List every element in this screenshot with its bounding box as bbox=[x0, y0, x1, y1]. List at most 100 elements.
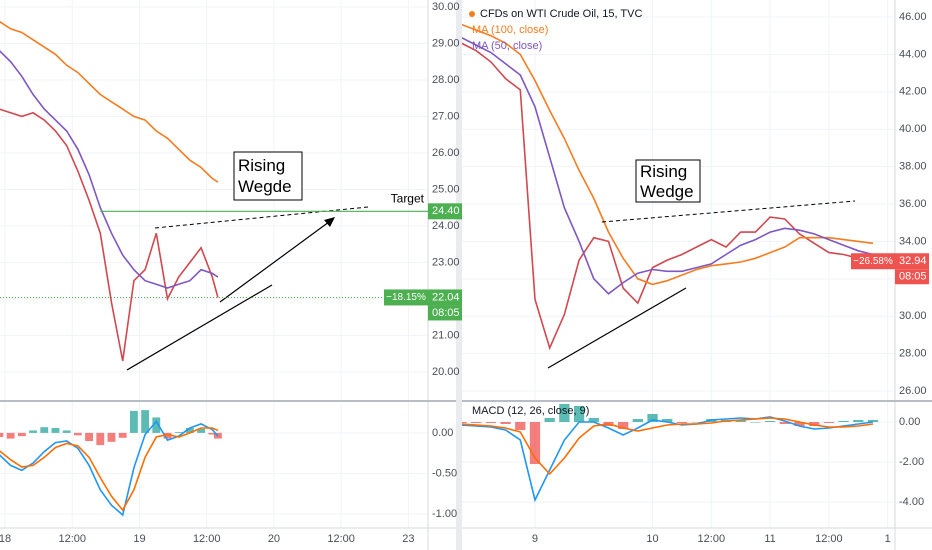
arrow-head bbox=[324, 217, 335, 227]
series-line bbox=[462, 417, 874, 476]
histogram-bar bbox=[500, 422, 511, 424]
histogram-bar bbox=[0, 432, 4, 437]
histogram-bar bbox=[6, 432, 15, 439]
histogram-bar bbox=[867, 420, 879, 422]
y-tick-label: 30.00 bbox=[899, 310, 927, 322]
x-tick-label: 10 bbox=[646, 533, 658, 545]
x-tick-label: 11 bbox=[764, 533, 775, 545]
histogram-bar bbox=[107, 432, 116, 442]
countdown-tag bbox=[895, 269, 929, 285]
histogram-bar bbox=[544, 418, 555, 422]
series-line bbox=[0, 108, 219, 362]
histogram-bar bbox=[152, 417, 161, 433]
histogram-bar bbox=[676, 422, 688, 423]
right-price-pane bbox=[462, 23, 874, 351]
histogram-bar bbox=[118, 432, 127, 438]
y-tick-label: -4.00 bbox=[899, 496, 924, 508]
series-line bbox=[462, 36, 874, 295]
y-tick-label: 26.00 bbox=[899, 385, 927, 397]
macd-title: MACD (12, 26, close, 9) bbox=[472, 405, 589, 417]
histogram-bar bbox=[779, 422, 790, 424]
target-label: Target bbox=[391, 191, 425, 205]
trend-line bbox=[126, 284, 273, 371]
histogram-bar bbox=[96, 432, 105, 446]
y-tick-label: 30.00 bbox=[432, 1, 460, 13]
last-price-tag bbox=[895, 253, 929, 270]
histogram-bar bbox=[485, 422, 497, 423]
histogram-bar bbox=[208, 432, 217, 435]
y-tick-label: 38.00 bbox=[899, 161, 927, 173]
histogram-bar bbox=[809, 422, 820, 426]
y-tick-label: 26.00 bbox=[432, 147, 460, 159]
histogram-bar bbox=[529, 422, 541, 464]
y-tick-label: 40.00 bbox=[899, 123, 927, 135]
trend-line bbox=[547, 287, 687, 369]
countdown: 08:05 bbox=[899, 271, 927, 283]
annotation-text: Rising Wedge bbox=[640, 162, 694, 201]
x-tick-label: 12:00 bbox=[815, 533, 843, 545]
y-tick-label: 24.00 bbox=[432, 220, 460, 232]
x-tick-label: 12:00 bbox=[193, 533, 221, 545]
x-tick-label: 12:00 bbox=[59, 533, 87, 545]
last-price-tag bbox=[428, 289, 462, 306]
last-price: 22.04 bbox=[432, 291, 460, 303]
x-tick-label: 23 bbox=[402, 533, 414, 545]
legend-entry: MA (100, close) bbox=[472, 24, 548, 36]
histogram-bar bbox=[29, 430, 37, 433]
y-tick-label: -1.00 bbox=[432, 508, 457, 520]
x-tick-label: 20 bbox=[268, 533, 280, 545]
countdown-tag bbox=[428, 305, 462, 321]
histogram-bar bbox=[632, 419, 643, 422]
histogram-bar bbox=[185, 428, 194, 433]
y-tick-label: 44.00 bbox=[899, 48, 927, 60]
y-tick-label: -0.50 bbox=[432, 467, 457, 479]
target-price-tag bbox=[428, 203, 462, 220]
last-price: 32.94 bbox=[899, 255, 927, 267]
x-tick-label: 1 bbox=[885, 533, 891, 545]
histogram-bar bbox=[462, 422, 467, 423]
title-dot bbox=[469, 11, 475, 17]
histogram-bar bbox=[764, 421, 776, 422]
y-tick-label: 46.00 bbox=[899, 11, 927, 23]
chart-gap bbox=[456, 0, 462, 550]
histogram-bar bbox=[838, 421, 849, 422]
y-tick-label: 28.00 bbox=[432, 74, 460, 86]
x-tick-label: 18 bbox=[0, 533, 11, 545]
countdown: 08:05 bbox=[432, 307, 460, 319]
y-tick-label: 27.00 bbox=[432, 110, 460, 122]
y-tick-label: 36.00 bbox=[899, 198, 927, 210]
series-line bbox=[0, 20, 219, 183]
histogram-bar bbox=[40, 427, 49, 433]
drawings: Rising Wegde Rising Wedge bbox=[0, 151, 856, 371]
y-tick-label: 0.00 bbox=[899, 416, 920, 428]
y-tick-label: 0.00 bbox=[432, 427, 453, 439]
histogram-bar bbox=[853, 420, 864, 422]
histogram-bar bbox=[163, 432, 172, 439]
histogram-bar bbox=[515, 422, 526, 430]
x-tick-label: 9 bbox=[532, 533, 538, 545]
annotation-text: Rising Wegde bbox=[238, 156, 292, 196]
histogram-bar bbox=[73, 432, 82, 436]
series-line bbox=[462, 416, 874, 503]
left-macd-pane bbox=[0, 410, 222, 517]
chart-title: CFDs on WTI Crude Oil, 15, TVC bbox=[480, 8, 642, 20]
right-macd-pane bbox=[462, 404, 879, 503]
histogram-bar bbox=[794, 422, 805, 426]
change-tag bbox=[851, 253, 895, 270]
x-tick-label: 12:00 bbox=[327, 533, 355, 545]
annotation-box bbox=[233, 151, 303, 201]
histogram-bar bbox=[588, 418, 599, 422]
series-line bbox=[462, 23, 874, 286]
left-price-pane bbox=[0, 20, 219, 362]
histogram-bar bbox=[17, 432, 26, 437]
y-tick-label: 28.00 bbox=[899, 348, 927, 360]
arrow-line bbox=[219, 218, 334, 303]
histogram-bar bbox=[618, 422, 629, 429]
y-tick-label: -2.00 bbox=[899, 456, 924, 468]
histogram-bar bbox=[174, 432, 183, 433]
histogram-bar bbox=[647, 414, 658, 422]
x-tick-label: 19 bbox=[133, 533, 145, 545]
y-tick-label: 29.00 bbox=[432, 37, 460, 49]
